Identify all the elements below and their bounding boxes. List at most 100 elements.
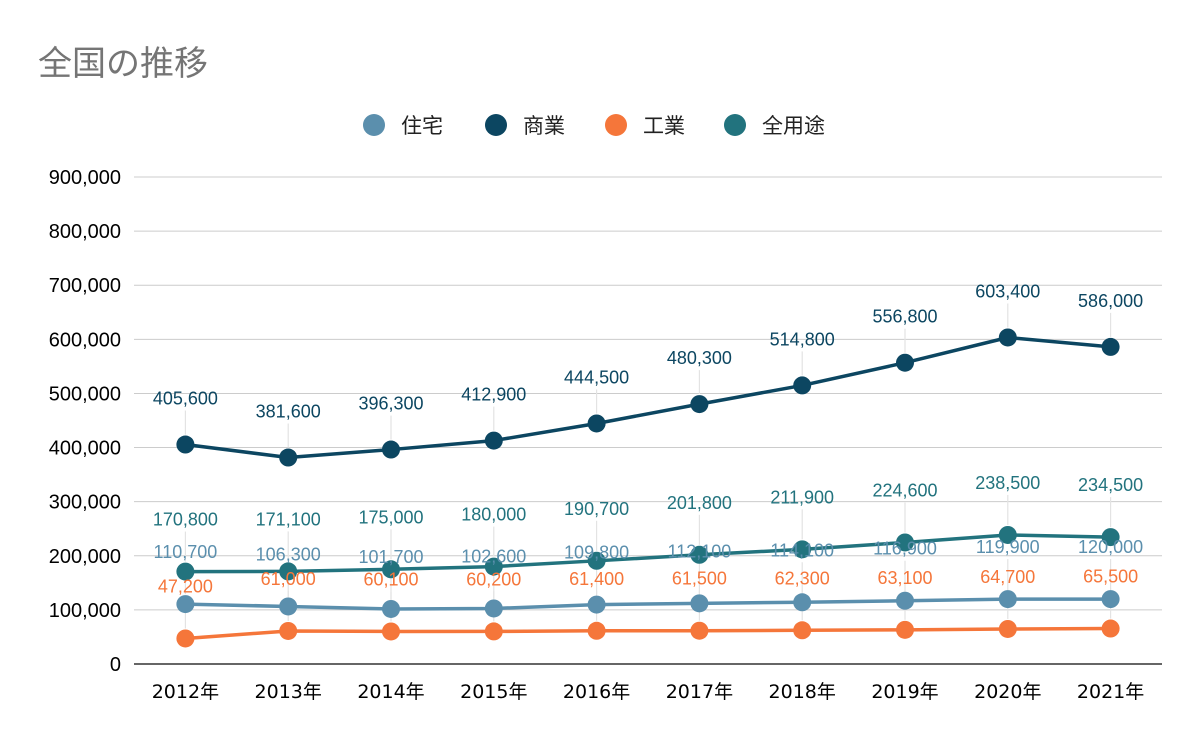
data-point [998,619,1017,638]
data-label: 603,400 [975,281,1040,301]
legend-label: 工業 [643,114,685,138]
data-label: 109,800 [564,543,629,563]
data-label: 180,000 [461,505,526,525]
data-point [793,540,812,559]
data-point [382,599,400,618]
y-tick-label: 800,000 [49,221,121,243]
data-label: 102,600 [461,546,526,566]
data-label: 514,800 [770,329,835,349]
legend-marker-icon [724,114,746,136]
data-label: 61,000 [261,569,316,589]
data-label: 110,700 [154,542,218,562]
y-tick-label: 700,000 [49,275,121,297]
data-point [1101,337,1120,356]
x-tick-label: 2016年 [563,681,630,703]
data-point [176,562,195,581]
data-point [690,594,709,613]
data-label: 119,900 [976,537,1040,557]
data-point [690,395,709,414]
data-label: 60,200 [466,569,521,589]
data-point [1101,619,1120,638]
data-point [484,557,503,576]
series-line-0 [185,597,1111,611]
legend-marker-icon [605,114,627,136]
data-point [587,414,606,433]
series-line-3 [185,533,1111,574]
x-tick-label: 2020年 [974,681,1041,703]
legend-item-residential: 住宅 [363,110,443,140]
data-label: 211,900 [770,487,834,507]
x-tick-label: 2013年 [255,681,322,703]
data-label: 480,300 [667,348,732,368]
data-point [896,353,914,372]
y-tick-label: 100,000 [49,600,121,622]
data-label: 556,800 [872,307,937,327]
data-point [793,621,812,640]
data-label: 396,300 [358,394,423,414]
x-tick-label: 2019年 [871,681,938,703]
data-label: 120,000 [1078,537,1143,557]
data-label: 61,500 [672,569,727,589]
legend-marker-icon [363,114,385,136]
legend-label: 住宅 [401,114,443,138]
y-tick-label: 900,000 [49,167,121,189]
data-point [998,328,1017,347]
data-point [176,629,195,648]
data-label: 64,700 [980,567,1035,587]
y-tick-label: 600,000 [49,329,121,351]
data-point [998,525,1017,544]
data-label: 586,000 [1078,291,1143,311]
legend-label: 全用途 [762,114,825,138]
data-label: 101,700 [358,547,423,567]
data-point [793,593,812,612]
data-point [176,595,195,614]
data-point [484,622,503,641]
data-label: 116,900 [873,539,937,559]
data-label: 190,700 [564,499,629,519]
data-point [382,560,400,579]
y-tick-label: 200,000 [49,546,121,568]
data-label: 106,300 [256,544,321,564]
data-label: 112,100 [668,541,732,561]
x-tick-label: 2021年 [1077,681,1144,703]
data-point [1101,590,1120,609]
data-point [176,435,195,454]
y-tick-label: 300,000 [49,492,121,514]
y-tick-label: 400,000 [49,438,121,460]
data-point [587,595,606,614]
chart-title: 全国の推移 [38,44,208,84]
data-point [587,551,606,570]
x-tick-label: 2012年 [152,681,219,703]
data-label: 381,600 [256,402,321,422]
data-label: 47,200 [158,576,213,596]
data-label: 62,300 [775,568,830,588]
data-label: 444,500 [564,367,629,387]
data-point [279,621,298,640]
data-point [279,562,298,581]
data-label: 170,800 [153,510,218,530]
x-tick-label: 2018年 [769,681,836,703]
data-point [382,440,400,459]
series-line-1 [185,335,1111,460]
legend-item-all-uses: 全用途 [724,110,825,140]
data-point [279,597,298,616]
legend: 住宅 商業 工業 全用途 [0,110,1200,140]
y-tick-label: 0 [110,654,121,676]
x-tick-label: 2017年 [666,681,733,703]
data-point [484,599,503,618]
x-tick-label: 2015年 [460,681,527,703]
x-tick-label: 2014年 [357,681,424,703]
data-label: 61,400 [569,569,624,589]
data-label: 63,100 [877,568,932,588]
data-label: 60,100 [363,569,418,589]
legend-label: 商業 [523,114,565,138]
data-point [896,620,914,639]
data-point [998,590,1017,609]
y-tick-label: 500,000 [49,383,121,405]
data-point [690,621,709,640]
legend-marker-icon [485,114,507,136]
legend-item-industrial: 工業 [605,110,685,140]
data-point [484,431,503,450]
data-point [690,545,709,564]
